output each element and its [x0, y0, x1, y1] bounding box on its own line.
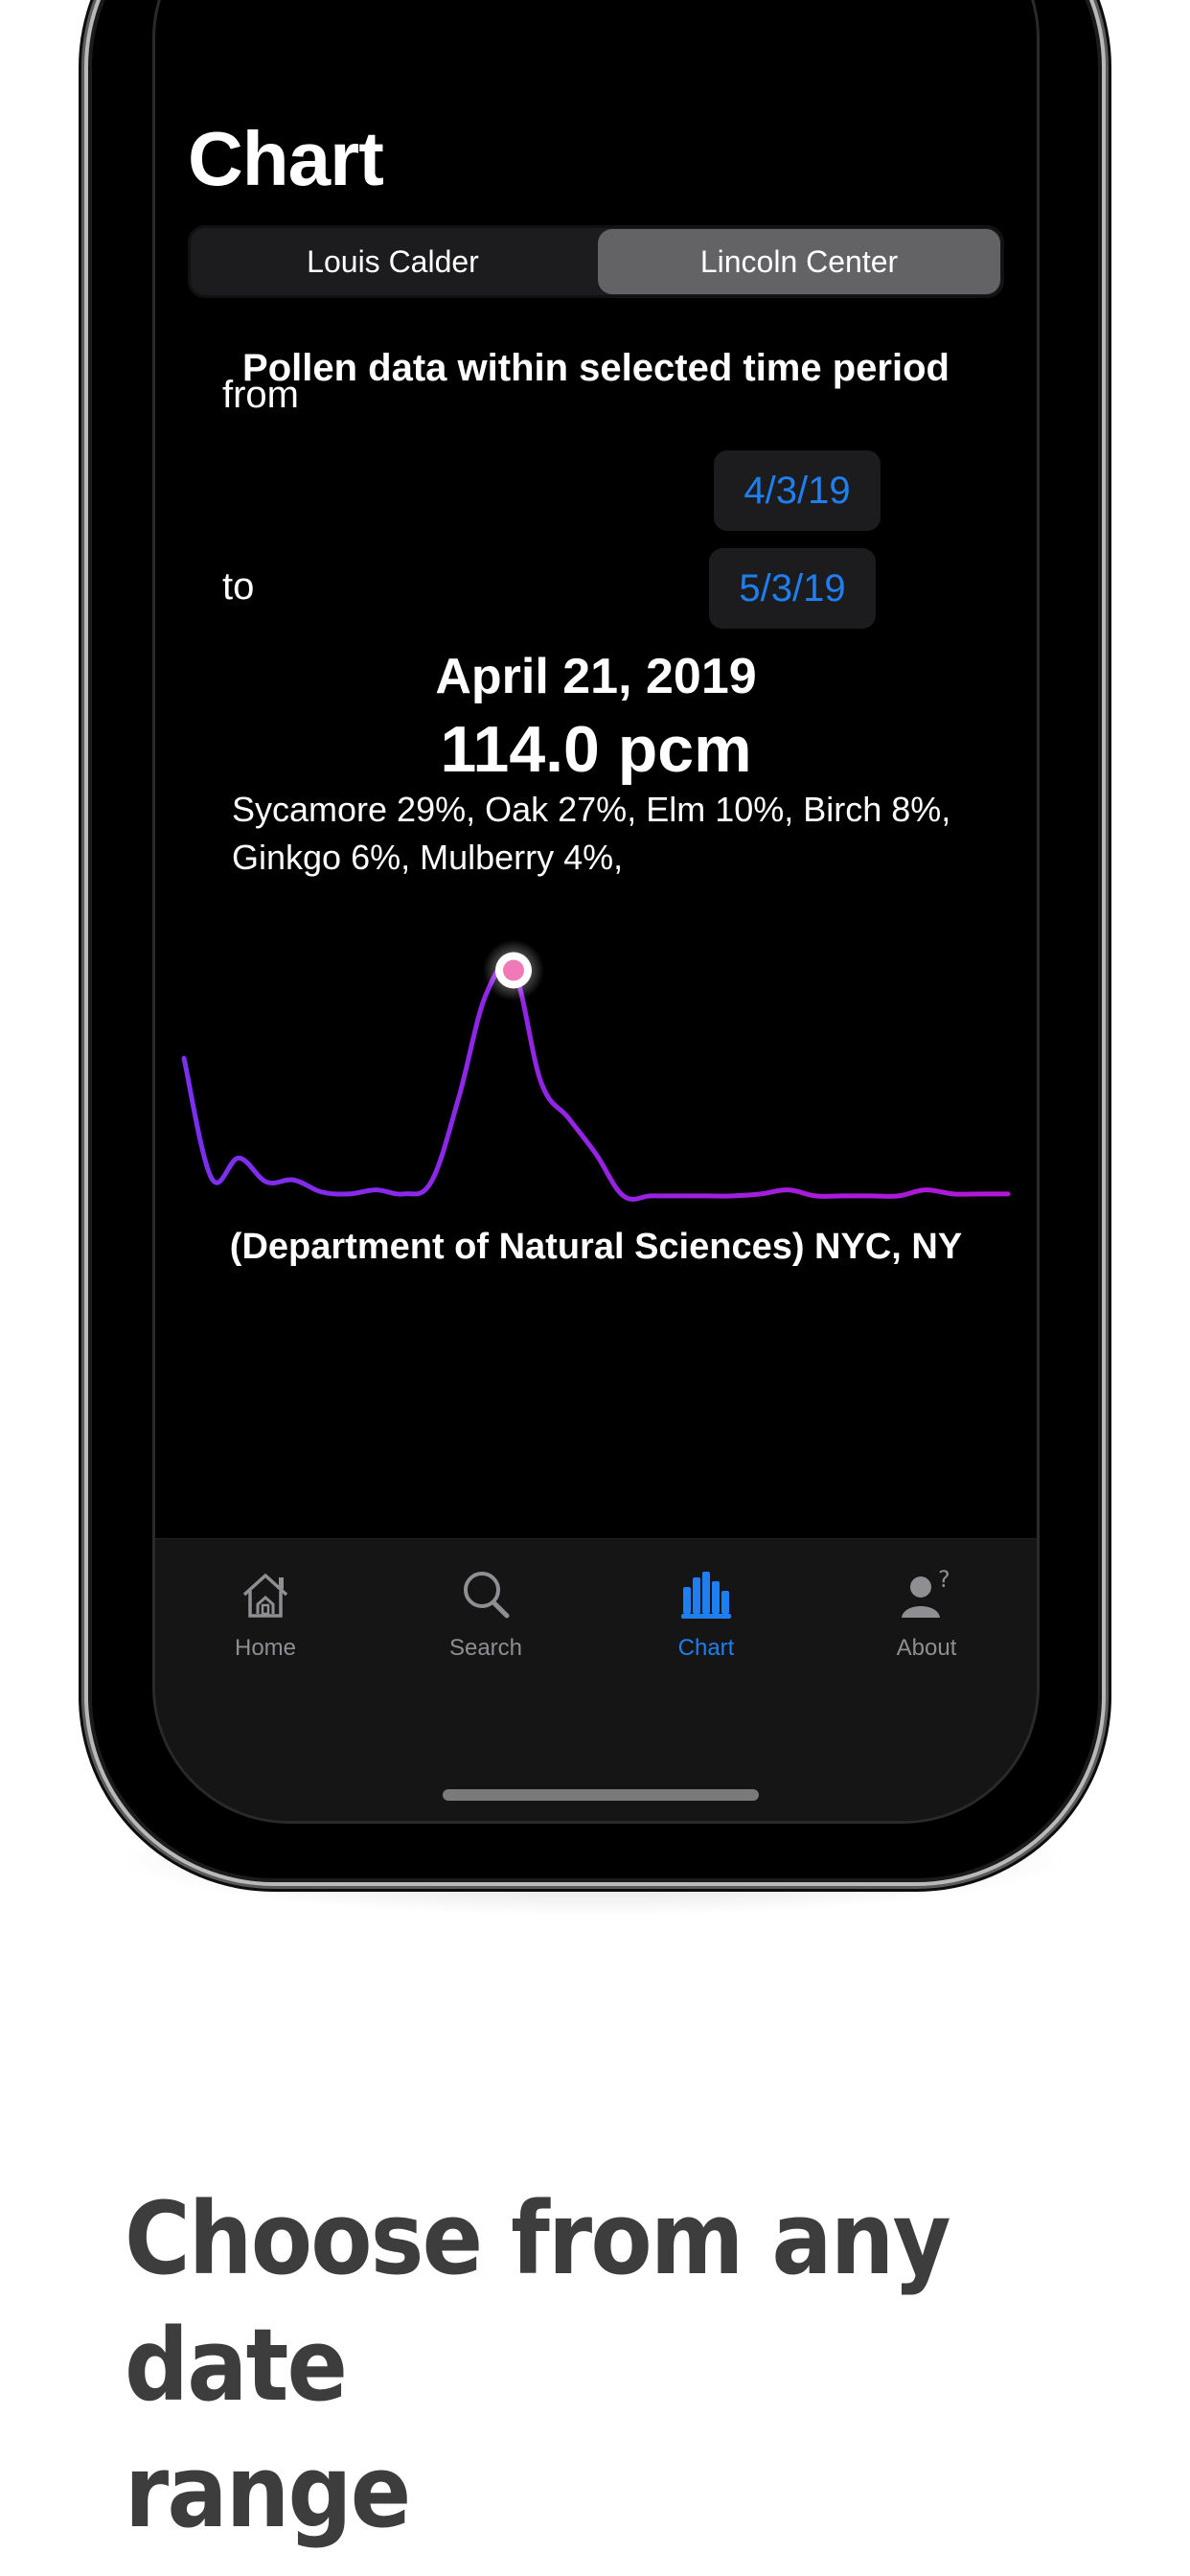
- tab-search-label: Search: [448, 1635, 523, 1661]
- tab-about[interactable]: ? About: [816, 1558, 1037, 1664]
- data-point[interactable]: [536, 1076, 547, 1088]
- data-point[interactable]: [562, 1113, 574, 1124]
- selected-point[interactable]: [503, 959, 524, 981]
- tab-home[interactable]: Home: [155, 1558, 376, 1664]
- data-point[interactable]: [673, 1190, 684, 1202]
- location-segmented-control[interactable]: Louis Calder Lincoln Center: [188, 225, 1004, 298]
- data-point[interactable]: [837, 1190, 849, 1202]
- segment-louis-calder[interactable]: Louis Calder: [307, 243, 479, 279]
- tab-chart-label: Chart: [677, 1635, 735, 1661]
- data-point[interactable]: [371, 1184, 382, 1196]
- to-date-button[interactable]: 5/3/19: [709, 548, 876, 629]
- tab-home-label: Home: [234, 1635, 297, 1661]
- data-point[interactable]: [700, 1190, 712, 1202]
- volume-down-button: [84, 436, 94, 580]
- pollen-line-chart[interactable]: [155, 920, 1037, 1208]
- data-point[interactable]: [590, 1148, 602, 1160]
- data-point[interactable]: [288, 1174, 300, 1185]
- house-icon: [242, 1574, 288, 1618]
- data-point[interactable]: [727, 1190, 739, 1202]
- data-point[interactable]: [178, 1052, 190, 1064]
- data-point[interactable]: [425, 1176, 437, 1187]
- selected-value: 114.0 pcm: [440, 713, 752, 786]
- marketing-caption: Choose from any date range: [125, 2175, 1021, 2555]
- data-point[interactable]: [755, 1188, 767, 1200]
- data-point[interactable]: [892, 1190, 904, 1202]
- caption-line-2: range: [125, 2433, 411, 2550]
- person-question-icon: ?: [902, 1566, 950, 1618]
- data-point[interactable]: [206, 1172, 217, 1184]
- data-point[interactable]: [920, 1184, 931, 1196]
- from-date-button[interactable]: 4/3/19: [714, 450, 881, 531]
- bar-chart-icon: [681, 1572, 731, 1619]
- data-point[interactable]: [948, 1188, 959, 1200]
- range-heading: Pollen data within selected time period: [242, 347, 950, 389]
- data-point[interactable]: [865, 1190, 877, 1202]
- data-point[interactable]: [645, 1190, 656, 1202]
- tab-search[interactable]: Search: [376, 1558, 596, 1664]
- volume-up-button: [84, 249, 94, 393]
- data-point[interactable]: [974, 1188, 986, 1200]
- page-title: Chart: [188, 116, 384, 201]
- data-point[interactable]: [618, 1190, 629, 1202]
- data-point[interactable]: [343, 1188, 355, 1200]
- home-indicator[interactable]: [443, 1789, 759, 1801]
- data-point[interactable]: [480, 989, 492, 1000]
- data-point[interactable]: [453, 1092, 465, 1104]
- caption-line-1: Choose from any date: [125, 2180, 951, 2424]
- data-point[interactable]: [1002, 1188, 1014, 1200]
- phone-screen: Chart Louis Calder Lincoln Center Pollen…: [155, 0, 1037, 1821]
- data-point[interactable]: [810, 1190, 821, 1202]
- data-source-label: (Department of Natural Sciences) NYC, NY: [229, 1227, 963, 1267]
- data-point[interactable]: [398, 1188, 409, 1200]
- selected-date: April 21, 2019: [435, 649, 757, 704]
- ringer-switch: [84, 105, 94, 182]
- svg-text:?: ?: [938, 1566, 950, 1593]
- segment-lincoln-center[interactable]: Lincoln Center: [598, 229, 1000, 294]
- data-point[interactable]: [233, 1152, 244, 1163]
- series-line: [181, 961, 1011, 1202]
- from-label: from: [222, 374, 299, 416]
- data-point[interactable]: [315, 1186, 327, 1198]
- tab-chart[interactable]: Chart: [596, 1558, 816, 1664]
- species-breakdown: Sycamore 29%, Oak 27%, Elm 10%, Birch 8%…: [232, 790, 951, 877]
- to-label: to: [222, 565, 255, 608]
- data-point[interactable]: [783, 1184, 794, 1196]
- power-button: [1096, 297, 1106, 532]
- tab-bar: Home Search Chart ?: [155, 1538, 1037, 1821]
- data-point[interactable]: [261, 1176, 272, 1187]
- tab-about-label: About: [896, 1635, 957, 1661]
- magnifier-icon: [464, 1572, 510, 1619]
